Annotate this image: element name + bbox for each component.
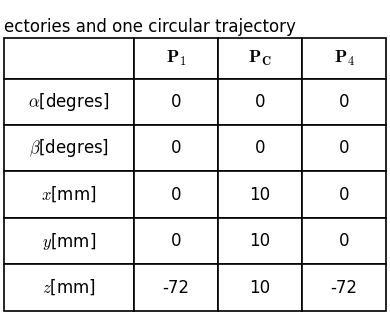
Text: 0: 0	[171, 93, 181, 111]
FancyBboxPatch shape	[218, 218, 302, 264]
Text: ectories and one circular trajectory: ectories and one circular trajectory	[4, 18, 296, 36]
FancyBboxPatch shape	[4, 264, 134, 311]
FancyBboxPatch shape	[218, 171, 302, 218]
Text: 0: 0	[255, 93, 265, 111]
FancyBboxPatch shape	[218, 78, 302, 125]
FancyBboxPatch shape	[302, 218, 386, 264]
FancyBboxPatch shape	[4, 171, 134, 218]
Text: $\alpha$[degres]: $\alpha$[degres]	[28, 91, 110, 113]
FancyBboxPatch shape	[134, 78, 218, 125]
Text: 0: 0	[339, 93, 349, 111]
Text: $\mathbf{P_4}$: $\mathbf{P_4}$	[333, 48, 355, 68]
FancyBboxPatch shape	[4, 218, 134, 264]
FancyBboxPatch shape	[134, 171, 218, 218]
FancyBboxPatch shape	[134, 264, 218, 311]
FancyBboxPatch shape	[4, 38, 134, 78]
Text: 0: 0	[171, 232, 181, 250]
FancyBboxPatch shape	[302, 38, 386, 78]
FancyBboxPatch shape	[302, 171, 386, 218]
Text: $\mathbf{P_1}$: $\mathbf{P_1}$	[166, 48, 186, 68]
FancyBboxPatch shape	[134, 125, 218, 171]
Text: 0: 0	[339, 139, 349, 157]
Text: 10: 10	[250, 232, 271, 250]
Text: $\beta$[degres]: $\beta$[degres]	[29, 137, 109, 159]
Text: 0: 0	[171, 186, 181, 204]
FancyBboxPatch shape	[302, 264, 386, 311]
Text: $x$[mm]: $x$[mm]	[41, 185, 97, 204]
FancyBboxPatch shape	[218, 38, 302, 78]
FancyBboxPatch shape	[302, 78, 386, 125]
Text: -72: -72	[162, 279, 190, 297]
Text: 10: 10	[250, 186, 271, 204]
Text: $y$[mm]: $y$[mm]	[42, 231, 96, 252]
Text: 0: 0	[339, 232, 349, 250]
FancyBboxPatch shape	[4, 125, 134, 171]
FancyBboxPatch shape	[218, 125, 302, 171]
Text: 0: 0	[171, 139, 181, 157]
FancyBboxPatch shape	[302, 125, 386, 171]
Text: $\mathbf{P_C}$: $\mathbf{P_C}$	[248, 48, 272, 68]
FancyBboxPatch shape	[4, 78, 134, 125]
Text: 10: 10	[250, 279, 271, 297]
Text: $z$[mm]: $z$[mm]	[42, 278, 96, 297]
Text: 0: 0	[339, 186, 349, 204]
FancyBboxPatch shape	[134, 38, 218, 78]
Text: 0: 0	[255, 139, 265, 157]
FancyBboxPatch shape	[218, 264, 302, 311]
Text: -72: -72	[331, 279, 358, 297]
FancyBboxPatch shape	[134, 218, 218, 264]
